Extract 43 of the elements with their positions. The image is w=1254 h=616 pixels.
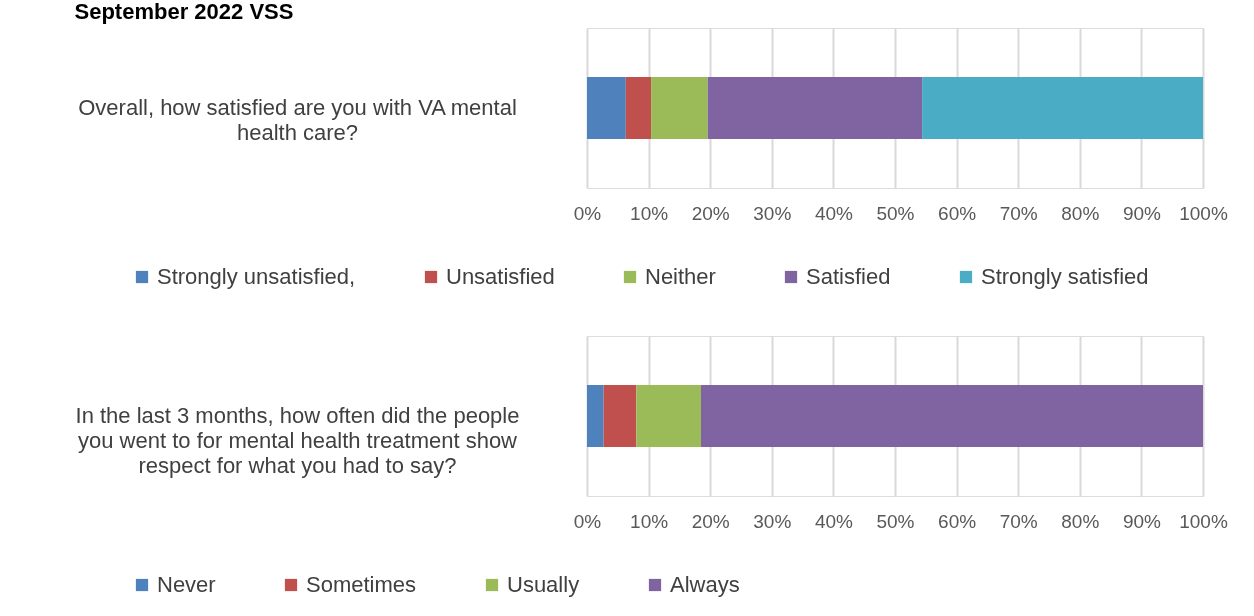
legend-label: Usually [507, 572, 580, 597]
x-tick-label: 50% [876, 510, 915, 532]
bar [651, 77, 708, 139]
legend-label: Sometimes [306, 572, 417, 597]
x-tick-label: 60% [938, 510, 977, 532]
x-tick-label: 80% [1061, 510, 1100, 532]
bar [603, 385, 637, 447]
bar [922, 77, 1203, 139]
x-tick-label: 100% [1179, 510, 1228, 532]
y-tick-label: In the last 3 months, how often did the people you went to for mental health treatment show respect for what you had to say? [75, 403, 520, 478]
x-tick-label: 60% [938, 202, 977, 224]
x-tick-label: 100% [1179, 202, 1228, 224]
x-tick-label: 0% [573, 202, 602, 224]
text: September 2022 VSS [74, 0, 294, 24]
legend-label: Strongly satisfied [981, 264, 1149, 289]
x-tick-label: 80% [1061, 202, 1100, 224]
x-tick-label: 10% [630, 510, 669, 532]
legend-label: Strongly unsatisfied, [157, 264, 356, 289]
bar [700, 385, 1203, 447]
bar [587, 385, 604, 447]
bar [625, 77, 652, 139]
x-tick-label: 90% [1122, 510, 1162, 532]
x-tick-label: 90% [1122, 202, 1162, 224]
legend-label: Satisfied [806, 264, 891, 289]
x-tick-label: 70% [999, 510, 1038, 532]
x-tick-label: 30% [753, 510, 792, 532]
legend-label: Never [157, 572, 216, 597]
legend-label: Unsatisfied [446, 264, 555, 289]
y-tick-label: Overall, how satisfied are you with VA mental health care? [78, 95, 517, 145]
x-tick-label: 0% [573, 510, 602, 532]
x-tick-label: 30% [753, 202, 792, 224]
legend-label: Always [670, 572, 740, 597]
x-tick-label: 20% [691, 202, 730, 224]
x-tick-label: 40% [814, 510, 854, 532]
bar [636, 385, 701, 447]
x-tick-label: 10% [630, 202, 669, 224]
x-tick-label: 40% [814, 202, 854, 224]
bar [587, 77, 626, 139]
legend-label: Neither [645, 264, 716, 289]
x-tick-label: 20% [691, 510, 730, 532]
bar [707, 77, 923, 139]
x-tick-label: 50% [876, 202, 915, 224]
x-tick-label: 70% [999, 202, 1038, 224]
